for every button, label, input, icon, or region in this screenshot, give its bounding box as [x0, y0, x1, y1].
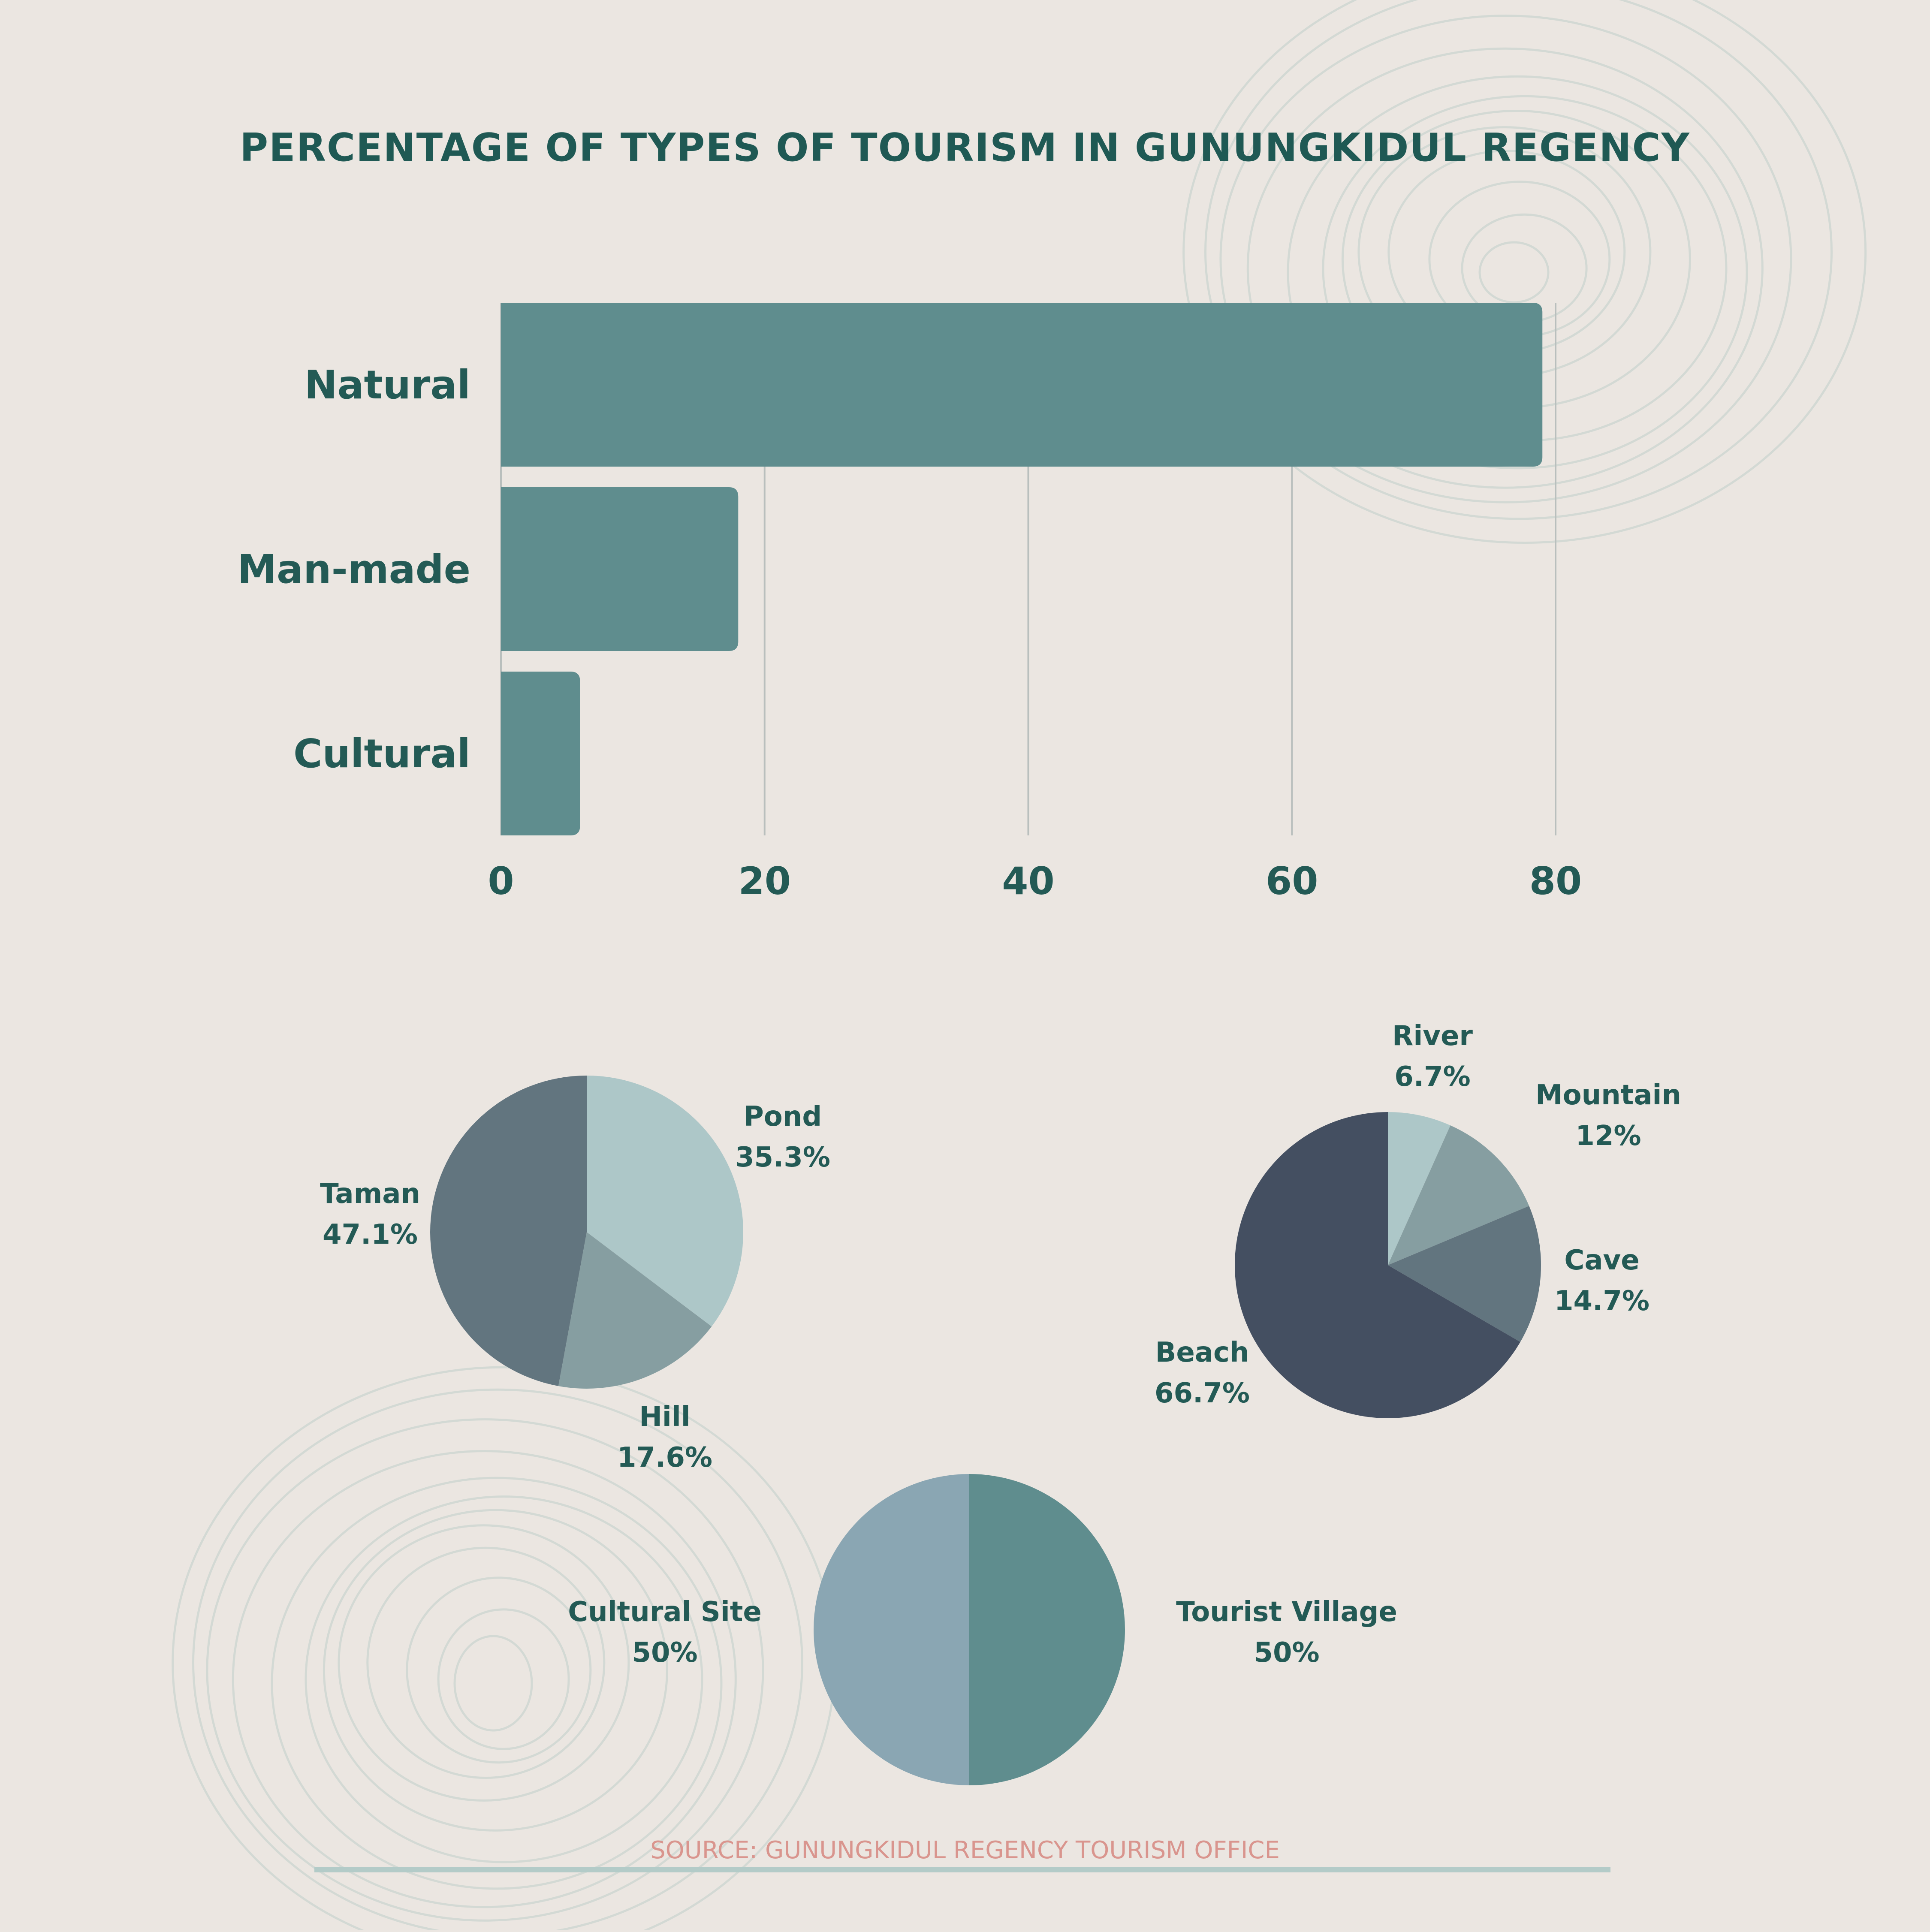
pie-slice-cave — [1388, 1206, 1541, 1342]
pie-chart-natural: River 6.7% Mountain 12% Cave 14.7% Beach 66.7% — [1155, 1020, 1681, 1419]
pie-slice-tourist-village — [969, 1474, 1125, 1785]
x-tick-label: 20 — [739, 859, 791, 903]
slice-value-label: 35.3% — [735, 1142, 830, 1173]
slice-value-label: 12% — [1575, 1120, 1641, 1152]
bar-natural — [501, 303, 1543, 467]
slice-label: Hill — [639, 1401, 690, 1433]
slice-value-label: 47.1% — [323, 1219, 418, 1251]
chart-title: PERCENTAGE OF TYPES OF TOURISM IN GUNUNG… — [240, 125, 1690, 170]
slice-label: Tourist Village — [1176, 1596, 1397, 1628]
contour-line — [1182, 0, 1867, 544]
pie-slice-river — [1388, 1112, 1451, 1265]
contour-line — [338, 1524, 630, 1802]
pie-slice-taman — [430, 1076, 587, 1386]
category-label: Natural — [304, 362, 470, 408]
pie-slice-pond — [587, 1076, 744, 1327]
slice-value-label: 50% — [1254, 1637, 1319, 1669]
contour-line — [366, 1546, 606, 1779]
contour-line — [1478, 241, 1550, 304]
contour-line — [1219, 15, 1792, 503]
x-tick-label: 0 — [488, 859, 514, 903]
x-tick-label: 60 — [1266, 859, 1318, 903]
contour-line — [323, 1509, 668, 1832]
pie-chart-cultural: Tourist Village 50% Cultural Site 50% — [568, 1474, 1397, 1785]
contour-line — [1204, 0, 1833, 520]
slice-label: Taman — [320, 1178, 420, 1210]
x-tick-label: 80 — [1529, 859, 1582, 903]
bar-cultural — [501, 672, 580, 835]
contour-line — [406, 1576, 592, 1764]
contour-line — [1287, 75, 1748, 470]
slice-value-label: 17.6% — [617, 1442, 712, 1474]
slice-label: Cave — [1564, 1245, 1639, 1276]
bar-chart: 0 20 40 60 80 Natural Man-made Cultural — [237, 303, 1582, 903]
source-note: SOURCE: GUNUNGKIDUL REGENCY TOURISM OFFI… — [650, 1836, 1280, 1864]
contour-line — [453, 1635, 533, 1732]
contour-line — [1246, 47, 1764, 489]
bar-man-made — [501, 487, 739, 651]
slice-label: Pond — [744, 1101, 822, 1133]
category-label: Man-made — [237, 546, 470, 592]
slice-value-label: 50% — [632, 1637, 697, 1669]
pie-slice-hill — [558, 1232, 712, 1389]
slice-label: Mountain — [1535, 1079, 1681, 1111]
pie-slice-mountain — [1388, 1125, 1529, 1265]
contour-line — [206, 1418, 764, 1922]
contour-line — [192, 1388, 803, 1932]
contour-line — [305, 1495, 703, 1863]
pie-chart-man-made: Pond 35.3% Hill 17.6% Taman 47.1% — [320, 1076, 830, 1474]
pie-slice-beach — [1235, 1112, 1520, 1419]
slice-label: Beach — [1155, 1337, 1249, 1368]
slice-value-label: 66.7% — [1155, 1377, 1250, 1409]
contour-line — [437, 1608, 570, 1750]
category-label: Cultural — [293, 731, 470, 777]
slice-value-label: 6.7% — [1394, 1061, 1471, 1093]
slice-value-label: 14.7% — [1554, 1285, 1650, 1317]
contour-line — [232, 1450, 737, 1908]
x-tick-label: 40 — [1002, 859, 1054, 903]
slice-label: Cultural Site — [568, 1596, 762, 1628]
pie-slice-cultural-site — [814, 1474, 969, 1785]
slice-label: River — [1392, 1020, 1473, 1052]
contour-line — [271, 1477, 723, 1890]
